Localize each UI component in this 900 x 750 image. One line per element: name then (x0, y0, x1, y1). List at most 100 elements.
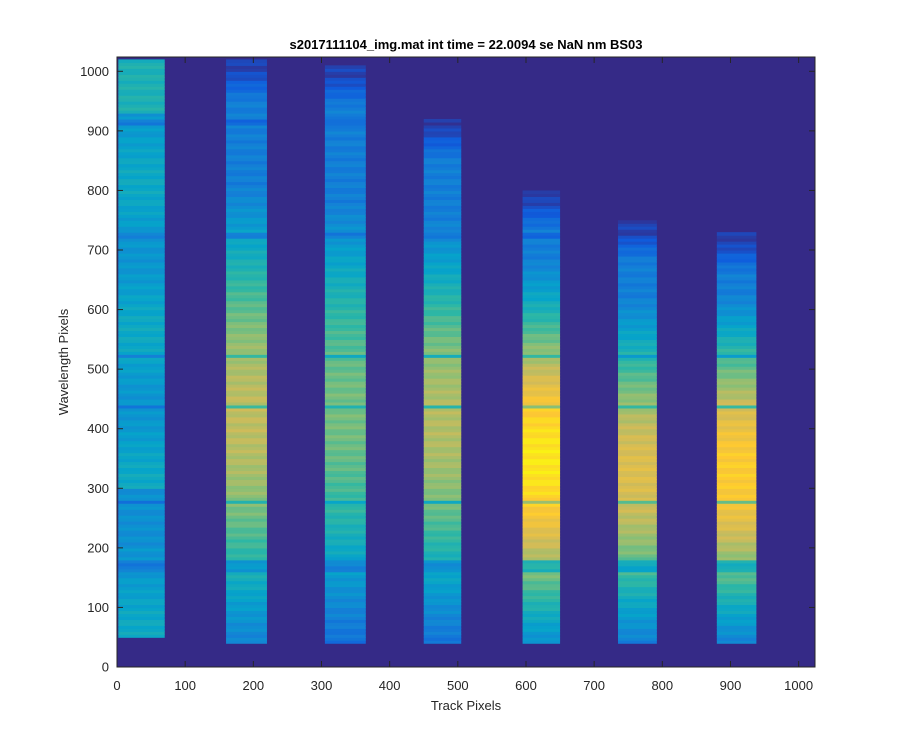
heatmap-cell (226, 619, 267, 623)
heatmap-cell (324, 604, 366, 609)
heatmap-cell (423, 220, 462, 224)
heatmap-cell (618, 369, 657, 373)
heatmap-cell (324, 175, 366, 180)
heatmap-cell (423, 461, 462, 466)
heatmap-cell (324, 547, 366, 552)
heatmap-cell (618, 410, 657, 415)
heatmap-cell (324, 577, 366, 582)
heatmap-cell (423, 562, 462, 567)
heatmap-cell (118, 476, 165, 480)
heatmap-cell (618, 267, 657, 272)
heatmap-cell (716, 553, 757, 558)
heatmap-cell (118, 434, 165, 439)
heatmap-cell (324, 294, 366, 299)
heatmap-cell (522, 252, 561, 257)
heatmap-cell (522, 270, 561, 275)
heatmap-cell (423, 279, 462, 284)
heatmap-cell (118, 568, 165, 573)
heatmap-cell (618, 437, 657, 442)
heatmap-cell (423, 154, 462, 159)
heatmap-cell (226, 464, 267, 469)
heatmap-cell (118, 330, 165, 335)
heatmap-cell (716, 434, 757, 439)
heatmap-cell (324, 214, 366, 218)
heatmap-cell (324, 637, 366, 641)
heatmap-cell (716, 637, 757, 641)
heatmap-cell (226, 628, 267, 632)
heatmap-cell (618, 473, 657, 477)
heatmap-cell (716, 372, 757, 376)
heatmap-cell (226, 601, 267, 606)
heatmap-cell (118, 562, 165, 567)
heatmap-cell (716, 247, 757, 251)
heatmap-cell (618, 300, 657, 305)
heatmap-cell (324, 479, 366, 483)
heatmap-cell (716, 559, 757, 564)
heatmap-cell (118, 449, 165, 454)
heatmap-cell (423, 136, 462, 141)
heatmap-cell (118, 363, 165, 367)
heatmap-cell (423, 598, 462, 603)
heatmap-cell (522, 345, 561, 349)
heatmap-cell (324, 223, 366, 227)
heatmap-cell (118, 407, 165, 412)
heatmap-cell (423, 193, 462, 197)
heatmap-cell (226, 136, 267, 141)
heatmap-cell (118, 244, 165, 248)
heatmap-cell (522, 288, 561, 293)
heatmap-cell (522, 264, 561, 269)
heatmap-cell (522, 217, 561, 221)
heatmap-cell (226, 631, 267, 635)
heatmap-cell (423, 142, 462, 147)
heatmap-cell (423, 387, 462, 391)
heatmap-cell (118, 464, 165, 469)
heatmap-cell (716, 592, 757, 597)
heatmap-cell (716, 324, 757, 329)
heatmap-cell (324, 431, 366, 436)
heatmap-cell (118, 184, 165, 189)
heatmap-cell (324, 130, 366, 135)
heatmap-cell (324, 634, 366, 638)
heatmap-cell (118, 625, 165, 629)
heatmap-cell (118, 175, 165, 180)
heatmap-cell (118, 503, 165, 507)
heatmap-cell (716, 476, 757, 480)
heatmap-cell (522, 360, 561, 364)
heatmap-cell (618, 407, 657, 412)
heatmap-cell (618, 270, 657, 275)
heatmap-cell (324, 169, 366, 174)
heatmap-cell (522, 559, 561, 564)
heatmap-cell (324, 589, 366, 594)
heatmap-cell (226, 205, 267, 209)
heatmap-cell (118, 291, 165, 296)
heatmap-cell (324, 553, 366, 558)
heatmap-cell (118, 598, 165, 603)
heatmap-cell (324, 485, 366, 489)
heatmap-cell (226, 461, 267, 466)
heatmap-cell (618, 601, 657, 606)
heatmap-cell (716, 452, 757, 457)
heatmap-cell (618, 244, 657, 248)
heatmap-cell (118, 324, 165, 329)
heatmap-cell (118, 327, 165, 332)
heatmap-cell (226, 354, 267, 358)
heatmap-cell (618, 342, 657, 346)
heatmap-cell (716, 348, 757, 352)
heatmap-cell (618, 390, 657, 394)
heatmap-cell (522, 196, 561, 200)
heatmap-cell (118, 538, 165, 543)
heatmap-cell (324, 518, 366, 522)
heatmap-cell (716, 595, 757, 600)
heatmap-cell (618, 598, 657, 603)
heatmap-cell (522, 202, 561, 206)
x-tick-label: 700 (583, 678, 605, 693)
heatmap-cell (324, 247, 366, 251)
heatmap-cell (324, 205, 366, 209)
heatmap-cell (716, 357, 757, 361)
heatmap-cell (716, 494, 757, 498)
heatmap-cell (118, 297, 165, 302)
heatmap-cell (716, 351, 757, 355)
heatmap-cell (522, 440, 561, 445)
heatmap-cell (423, 488, 462, 492)
heatmap-cell (118, 521, 165, 525)
